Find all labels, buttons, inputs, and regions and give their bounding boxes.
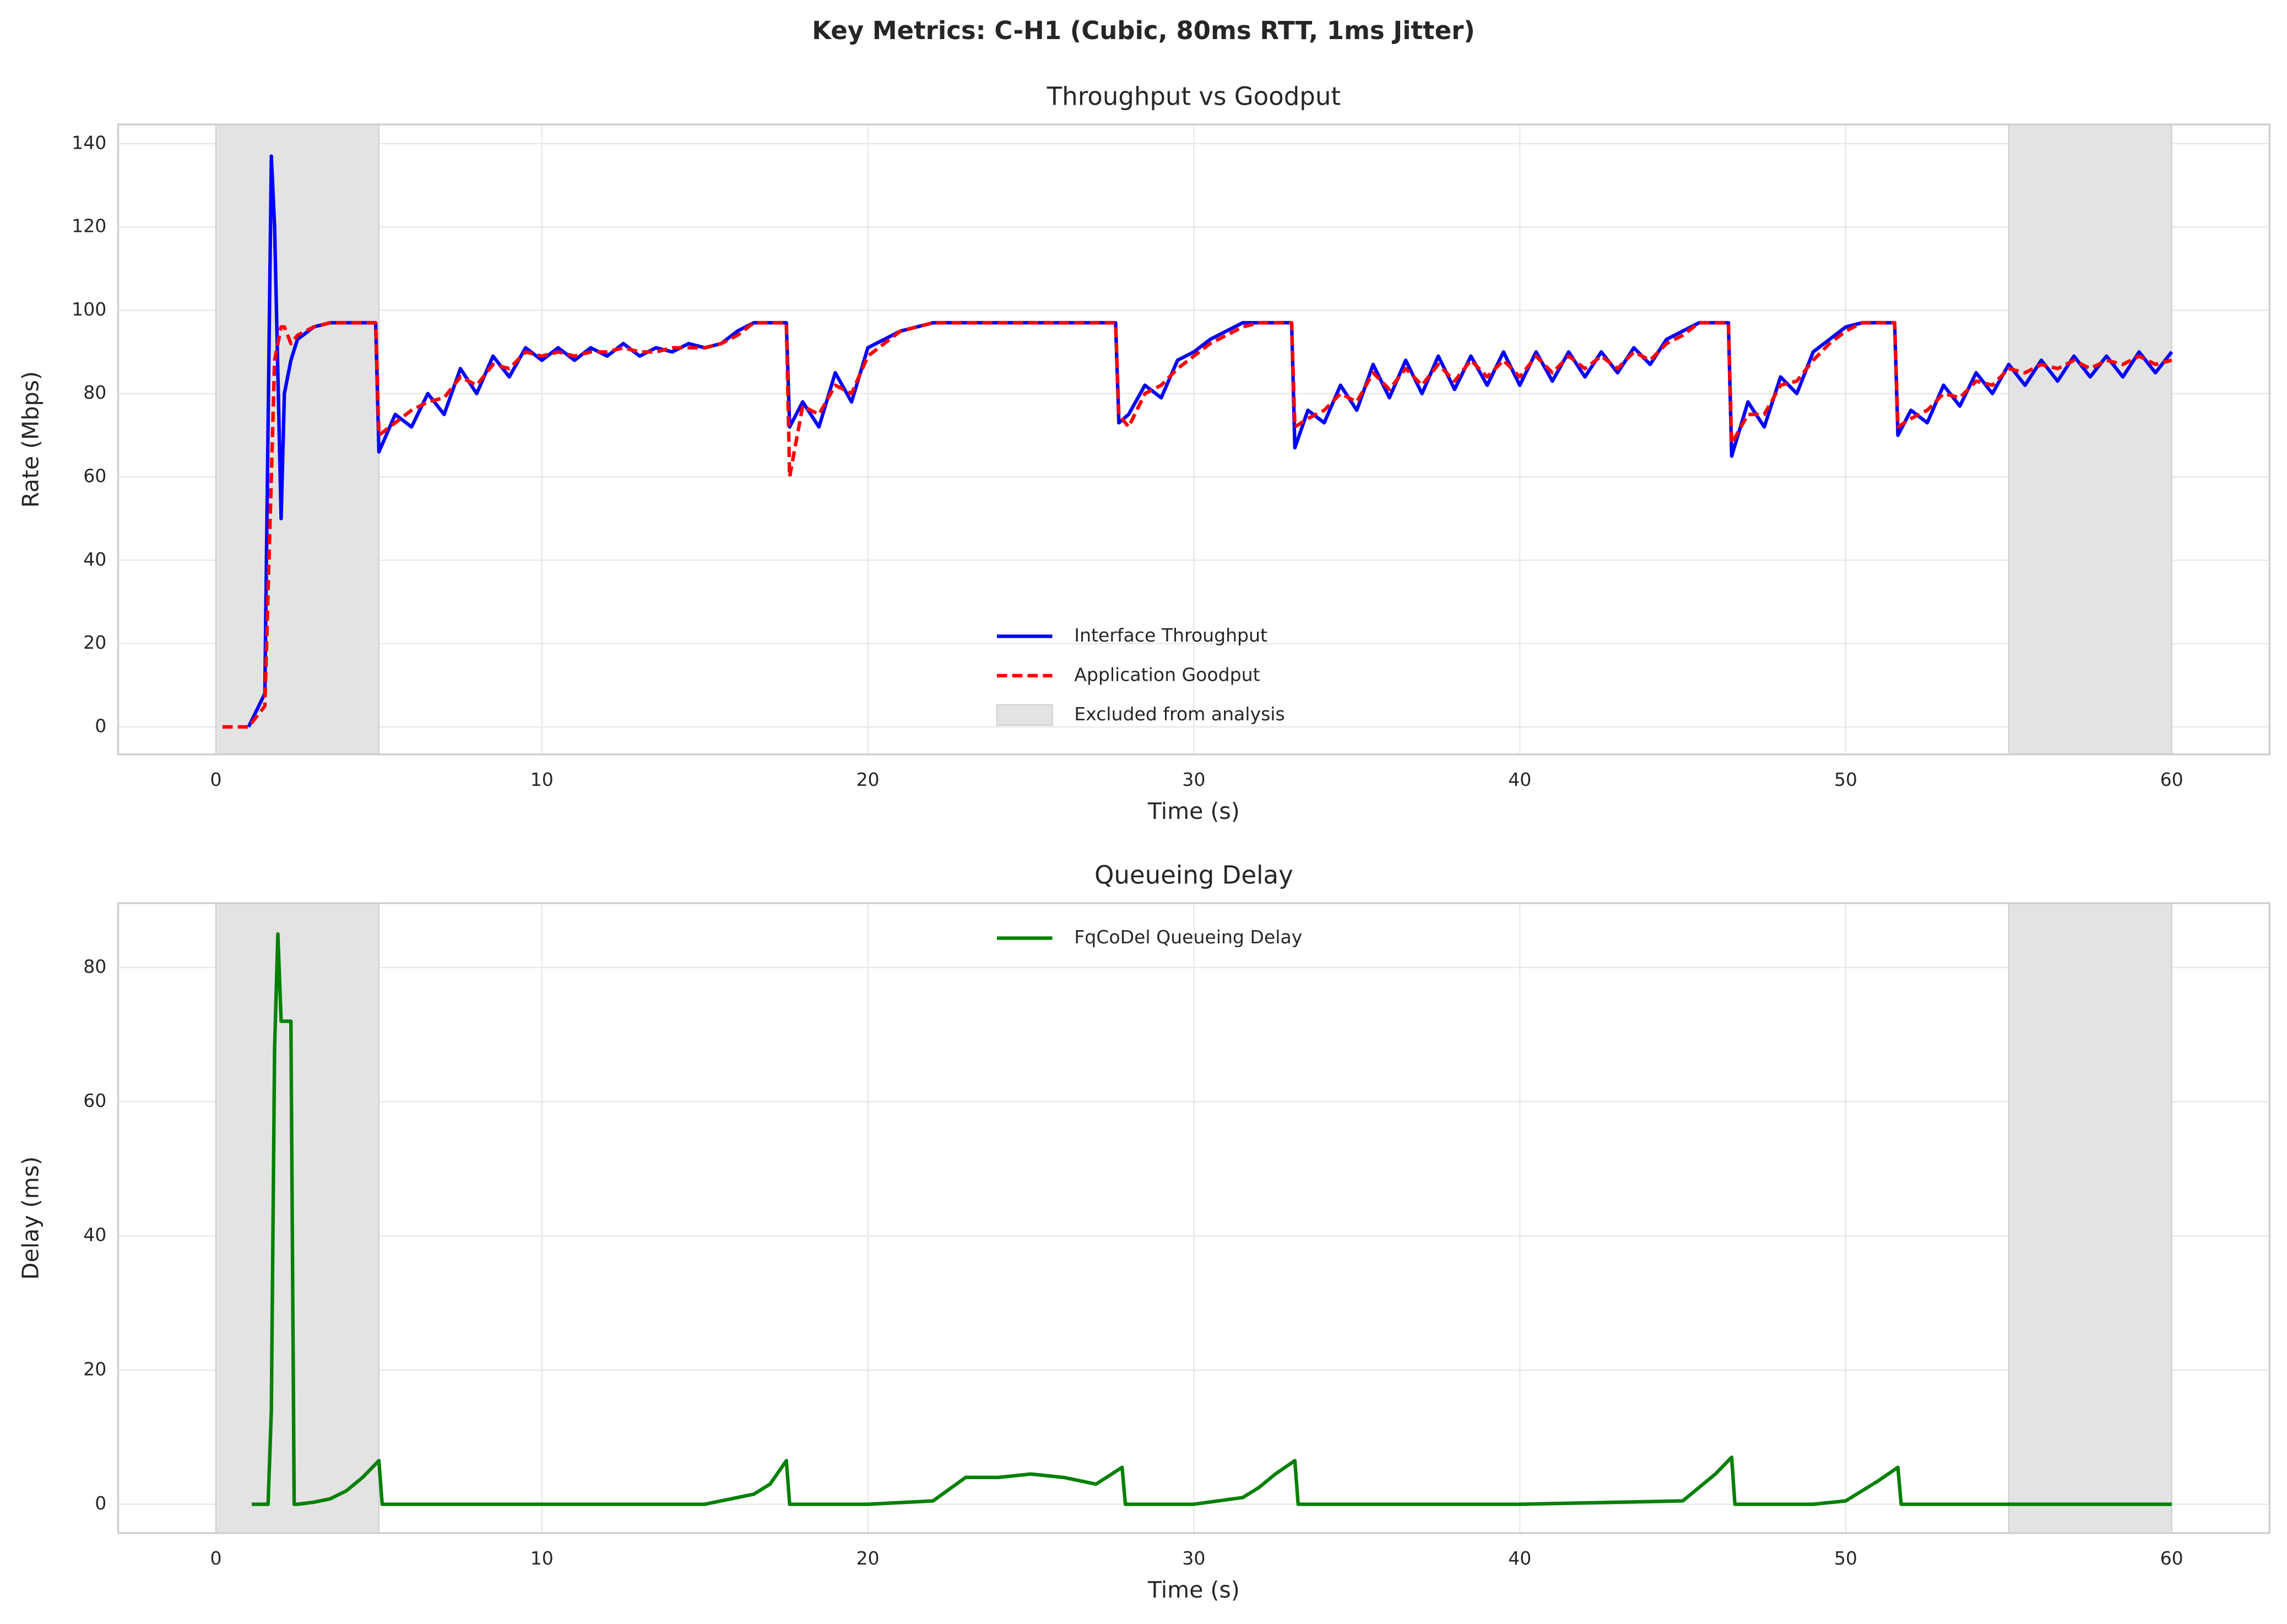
axes-frame (117, 123, 2270, 756)
y-tick-label: 100 (72, 298, 106, 320)
legend-label: Interface Throughput (1074, 624, 1267, 646)
figure-title: Key Metrics: C-H1 (Cubic, 80ms RTT, 1ms … (812, 16, 1475, 45)
axes-frame (117, 902, 2270, 1534)
x-tick-label: 60 (2160, 769, 2183, 790)
x-axis-label: Time (s) (1147, 798, 1240, 824)
x-tick-label: 30 (1182, 769, 1205, 790)
x-tick-label: 40 (1508, 1547, 1531, 1569)
y-tick-label: 0 (95, 1492, 106, 1514)
x-tick-label: 40 (1508, 769, 1531, 790)
x-tick-label: 10 (530, 769, 554, 790)
data-line (252, 932, 2172, 1506)
y-tick-label: 20 (83, 1358, 106, 1379)
y-tick-label: 0 (95, 715, 106, 736)
y-axis-label: Rate (Mbps) (17, 371, 44, 508)
data-line (222, 321, 2172, 729)
x-tick-label: 60 (2160, 1547, 2183, 1569)
x-tick-label: 50 (1834, 1547, 1857, 1569)
excluded-region (2008, 123, 2172, 755)
y-tick-label: 140 (72, 132, 106, 153)
y-tick-label: 120 (72, 215, 106, 237)
x-tick-label: 30 (1182, 1547, 1205, 1569)
y-tick-label: 80 (83, 382, 106, 403)
y-tick-label: 40 (83, 548, 106, 570)
legend-label: Excluded from analysis (1074, 703, 1285, 725)
x-tick-label: 10 (530, 1547, 554, 1569)
x-tick-label: 0 (210, 1547, 221, 1569)
y-tick-label: 80 (83, 955, 106, 977)
y-tick-label: 40 (83, 1224, 106, 1246)
x-axis-label: Time (s) (1147, 1577, 1240, 1603)
x-tick-label: 20 (857, 1547, 880, 1569)
subplot-title: Queueing Delay (1094, 860, 1293, 889)
y-axis-label: Delay (ms) (17, 1156, 44, 1280)
legend-label: Application Goodput (1074, 664, 1260, 685)
excluded-region (215, 123, 380, 755)
subplot-title: Throughput vs Goodput (1047, 82, 1341, 111)
excluded-region (215, 902, 380, 1534)
legend-label: FqCoDel Queueing Delay (1074, 926, 1302, 948)
excluded-region (2008, 902, 2172, 1534)
x-tick-label: 20 (857, 769, 880, 790)
y-tick-label: 60 (83, 465, 106, 487)
x-tick-label: 50 (1834, 769, 1857, 790)
legend-swatch (996, 704, 1053, 726)
y-tick-label: 60 (83, 1090, 106, 1111)
y-tick-label: 20 (83, 632, 106, 653)
x-tick-label: 0 (210, 769, 221, 790)
